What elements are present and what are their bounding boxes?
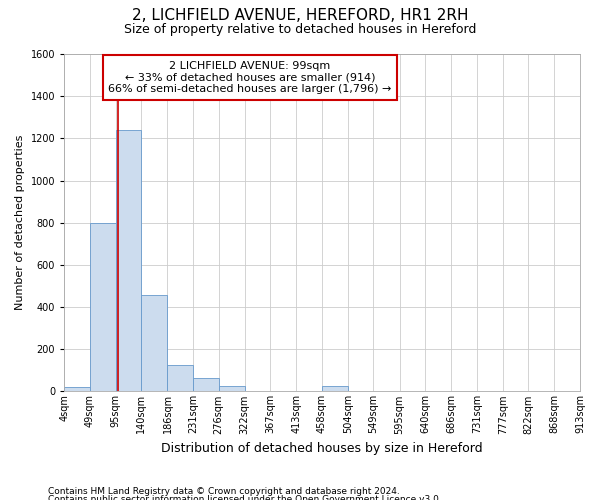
Text: Contains public sector information licensed under the Open Government Licence v3: Contains public sector information licen… bbox=[48, 495, 442, 500]
Bar bbox=[64, 386, 90, 392]
Bar bbox=[322, 386, 348, 392]
Text: Contains HM Land Registry data © Crown copyright and database right 2024.: Contains HM Land Registry data © Crown c… bbox=[48, 488, 400, 496]
X-axis label: Distribution of detached houses by size in Hereford: Distribution of detached houses by size … bbox=[161, 442, 483, 455]
Y-axis label: Number of detached properties: Number of detached properties bbox=[15, 135, 25, 310]
Bar bbox=[116, 130, 142, 392]
Text: 2, LICHFIELD AVENUE, HEREFORD, HR1 2RH: 2, LICHFIELD AVENUE, HEREFORD, HR1 2RH bbox=[132, 8, 468, 22]
Text: 2 LICHFIELD AVENUE: 99sqm
← 33% of detached houses are smaller (914)
66% of semi: 2 LICHFIELD AVENUE: 99sqm ← 33% of detac… bbox=[108, 60, 392, 94]
Bar bbox=[218, 386, 245, 392]
Bar bbox=[193, 378, 218, 392]
Bar bbox=[142, 296, 167, 392]
Bar bbox=[167, 365, 193, 392]
Bar bbox=[90, 222, 116, 392]
Text: Size of property relative to detached houses in Hereford: Size of property relative to detached ho… bbox=[124, 22, 476, 36]
